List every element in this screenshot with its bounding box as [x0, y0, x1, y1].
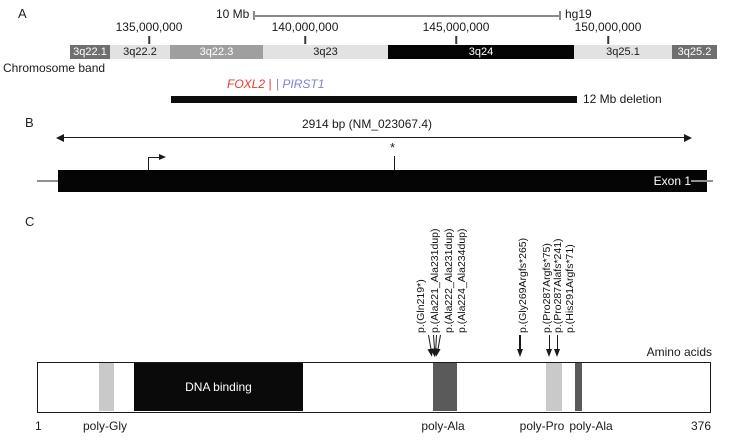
tss-arrow-head [159, 154, 166, 160]
gene-annotations: FOXL2 | | PIRST1 [227, 75, 324, 93]
mutation-label: p.(His291Argfs*71) [564, 244, 576, 333]
chromosome-band-row-label: Chromosome band [3, 61, 106, 75]
chromosome-band-3q22-1: 3q22.1 [70, 45, 110, 59]
scale-bar-left-tick [253, 11, 255, 20]
protein-bar: DNA binding [37, 362, 711, 413]
gene-label-pirst1: | PIRST1 [275, 77, 325, 91]
mutation-arrow [546, 335, 553, 357]
coordinate-tick [148, 36, 150, 44]
scale-bar-line [253, 15, 560, 17]
variant-asterisk: * [390, 140, 396, 155]
panel-c-label: C [25, 214, 35, 229]
panel-b-label: B [25, 115, 34, 130]
chromosome-band-3q23: 3q23 [263, 45, 388, 59]
coordinate-tick [455, 36, 457, 44]
mutation-arrow [554, 335, 561, 357]
scale-length-label: 10 Mb [216, 7, 250, 21]
coordinate-tick [304, 36, 306, 44]
poly-pro-label: poly-Pro [519, 419, 565, 433]
exon-1-bar: Exon 1 [58, 170, 707, 192]
gene-label-foxl2: FOXL2 | [227, 77, 272, 91]
mutation-label: p.(Gly269Argfs*265) [517, 237, 529, 333]
mutation-arrow [516, 335, 524, 357]
dna-binding-domain: DNA binding [134, 363, 303, 411]
tss-arrow-vertical [148, 157, 150, 170]
mutation-label: p.(Gln219*) [415, 279, 427, 333]
poly-gly-label: poly-Gly [82, 419, 128, 433]
tss-arrow-horizontal [148, 157, 160, 159]
poly-ala-region-2 [575, 363, 582, 411]
chromosome-band-3q25-1: 3q25.1 [574, 45, 672, 59]
mutation-label: p.(Ala224_Ala234dup) [456, 228, 468, 334]
chromosome-band-3q25-2: 3q25.2 [672, 45, 717, 59]
panel-a-label: A [18, 6, 27, 21]
exon-flank-left [37, 180, 58, 182]
protein-end-label: 376 [690, 419, 711, 433]
poly-ala-label-1: poly-Ala [421, 419, 465, 433]
assembly-label: hg19 [565, 7, 592, 21]
mutation-label: p.(Ala221_Ala231dup) [429, 228, 441, 334]
chromosome-band-3q22-3: 3q22.3 [170, 45, 263, 59]
chromosome-band-3q22-2: 3q22.2 [110, 45, 170, 59]
exon-flank-right [691, 180, 713, 182]
transcript-span-label: 2914 bp (NM_023067.4) [301, 117, 433, 131]
mutation-label: p.(Ala222_Ala231dup) [442, 228, 455, 334]
poly-gly-region [99, 363, 114, 411]
coordinate-label: 145,000,000 [422, 20, 490, 34]
arrow-right-head [684, 134, 692, 142]
deletion-label: 12 Mb deletion [583, 92, 662, 106]
scale-bar-right-tick [559, 11, 561, 20]
chromosome-band-3q24: 3q24 [388, 45, 574, 59]
transcript-span-arrow-line [60, 137, 688, 139]
protein-start-label: 1 [35, 419, 42, 433]
poly-pro-region [546, 363, 562, 411]
mutation-label: p.(Pro287Argfs*75) [540, 243, 553, 333]
coordinate-tick [607, 36, 609, 44]
coordinate-label: 150,000,000 [574, 20, 642, 34]
deletion-bar [171, 96, 577, 103]
amino-acids-label: Amino acids [646, 345, 712, 359]
poly-ala-region-1 [433, 363, 457, 411]
coordinate-label: 135,000,000 [115, 20, 183, 34]
arrow-left-head [56, 134, 64, 142]
variant-marker-line [394, 156, 395, 170]
mutation-label: p.(Pro287Alafs*241) [551, 238, 564, 333]
coordinate-label: 140,000,000 [271, 20, 339, 34]
poly-ala-label-2: poly-Ala [569, 419, 613, 433]
